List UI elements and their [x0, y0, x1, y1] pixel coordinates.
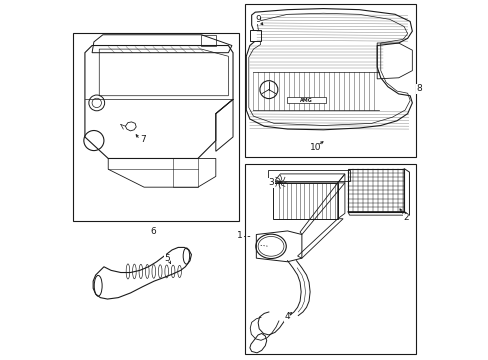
Text: 2: 2	[403, 213, 408, 222]
Text: 6: 6	[150, 228, 156, 237]
Text: 4: 4	[284, 312, 289, 321]
Text: 9: 9	[254, 15, 260, 24]
Text: 7: 7	[140, 135, 146, 144]
Polygon shape	[249, 30, 260, 41]
Bar	[244, 4, 415, 157]
Polygon shape	[125, 122, 136, 131]
Circle shape	[260, 81, 277, 99]
Bar	[73, 33, 239, 221]
Text: 5: 5	[164, 255, 170, 264]
Bar	[286, 97, 325, 103]
Text: 3: 3	[268, 178, 274, 187]
Text: 1: 1	[237, 231, 243, 240]
Text: AMG: AMG	[300, 98, 312, 103]
Text: 10: 10	[309, 143, 321, 152]
Bar	[244, 164, 415, 354]
Text: 8: 8	[416, 84, 422, 93]
